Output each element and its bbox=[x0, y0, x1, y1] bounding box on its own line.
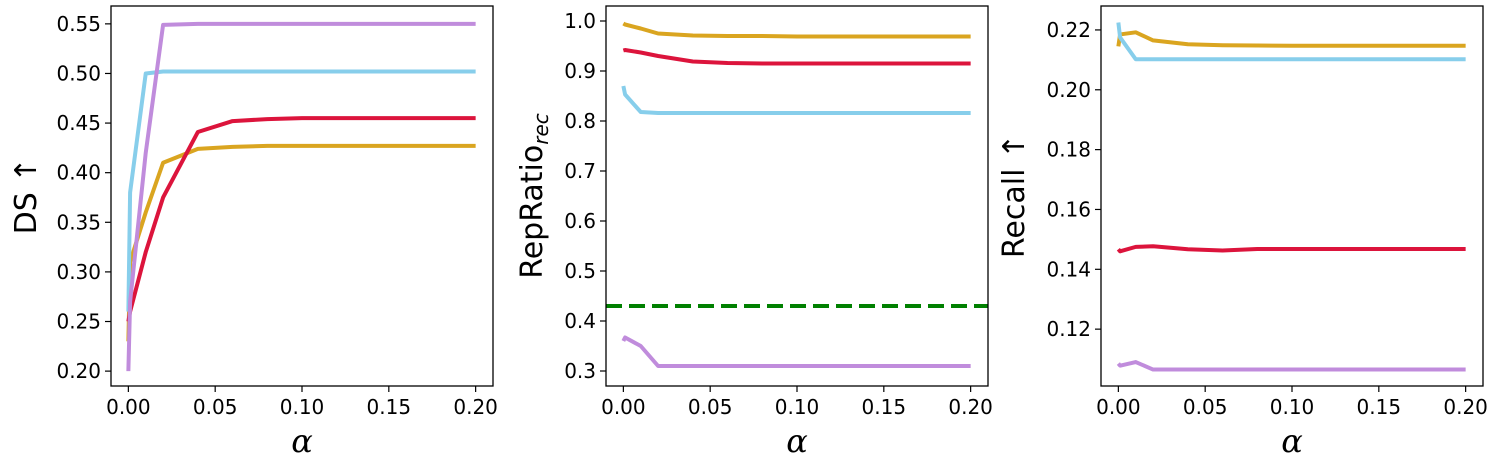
series-line-2 bbox=[126, 116, 476, 322]
y-axis-label: RepRatiorec bbox=[515, 113, 553, 279]
x-axis-label: α bbox=[786, 422, 808, 456]
y-tick-label: 0.55 bbox=[56, 12, 101, 36]
x-tick-label: 0.10 bbox=[280, 395, 325, 419]
panel-3: 0.00 0.05 0.10 0.15 0.20 0.12 0.14 0.16 0.18 0.20… bbox=[997, 5, 1488, 456]
x-tick-label: 0.15 bbox=[367, 395, 412, 419]
y-tick-label: 0.25 bbox=[56, 310, 101, 334]
y-tick-label: 0.14 bbox=[1046, 257, 1091, 281]
y-axis-label: DS ↑ bbox=[9, 158, 44, 235]
x-tick-label: 0.20 bbox=[453, 395, 498, 419]
series-line-4 bbox=[126, 21, 476, 372]
y-tick-label: 0.20 bbox=[1046, 78, 1091, 102]
x-tick-label: 0.10 bbox=[775, 395, 820, 419]
x-tick-label: 0.15 bbox=[862, 395, 907, 419]
y-tick-label: 0.50 bbox=[56, 61, 101, 85]
series-line-1 bbox=[622, 21, 971, 39]
y-axis-label-subscript: rec bbox=[529, 113, 553, 145]
y-tick-label: 0.4 bbox=[564, 309, 596, 333]
y-tick-label: 0.6 bbox=[564, 209, 596, 233]
x-tick-label: 0.00 bbox=[601, 395, 646, 419]
y-tick-label: 0.8 bbox=[564, 109, 596, 133]
plot-frame bbox=[110, 5, 494, 387]
x-tick-label: 0.05 bbox=[688, 395, 733, 419]
series-line-3 bbox=[621, 85, 971, 115]
y-tick-label: 0.7 bbox=[564, 159, 596, 183]
x-tick-label: 0.10 bbox=[1270, 395, 1315, 419]
x-tick-label: 0.20 bbox=[948, 395, 993, 419]
series-line-3 bbox=[126, 69, 476, 312]
y-axis-label: Recall ↑ bbox=[997, 134, 1032, 258]
y-tick-label: 0.9 bbox=[564, 59, 596, 83]
y-tick-label: 0.40 bbox=[56, 161, 101, 185]
series-line-1 bbox=[1116, 30, 1466, 48]
x-tick-label: 0.00 bbox=[106, 395, 151, 419]
x-tick-label: 0.05 bbox=[193, 395, 238, 419]
y-tick-label: 0.20 bbox=[56, 359, 101, 383]
series-line-4 bbox=[1116, 360, 1466, 372]
y-tick-label: 0.12 bbox=[1046, 317, 1091, 341]
y-tick-label: 0.5 bbox=[564, 259, 596, 283]
x-tick-label: 0.00 bbox=[1096, 395, 1141, 419]
panel-2: 0.00 0.05 0.10 0.15 0.20 0.3 0.4 0.5 0.6 0.7 0.8 0.… bbox=[515, 5, 993, 456]
y-tick-label: 0.22 bbox=[1046, 18, 1091, 42]
x-axis-label: α bbox=[291, 422, 313, 456]
y-tick-label: 0.30 bbox=[56, 260, 101, 284]
y-tick-label: 0.45 bbox=[56, 111, 101, 135]
series-line-1 bbox=[126, 143, 476, 342]
plot-frame bbox=[1100, 5, 1484, 387]
y-tick-label: 0.3 bbox=[564, 359, 596, 383]
series-line-3 bbox=[1116, 22, 1466, 62]
series-line-4 bbox=[621, 335, 971, 368]
x-tick-label: 0.05 bbox=[1183, 395, 1228, 419]
panel-1: 0.00 0.05 0.10 0.15 0.20 0.20 0.25 0.30 0.35 0.40… bbox=[9, 5, 498, 456]
y-tick-label: 0.35 bbox=[56, 210, 101, 234]
x-tick-label: 0.15 bbox=[1357, 395, 1402, 419]
series-line-2 bbox=[622, 48, 971, 66]
y-tick-label: 0.16 bbox=[1046, 197, 1091, 221]
series-line-2 bbox=[1116, 244, 1466, 254]
y-tick-label: 1.0 bbox=[564, 9, 596, 33]
y-tick-label: 0.18 bbox=[1046, 138, 1091, 162]
x-axis-label: α bbox=[1281, 422, 1303, 456]
x-tick-label: 0.20 bbox=[1443, 395, 1488, 419]
